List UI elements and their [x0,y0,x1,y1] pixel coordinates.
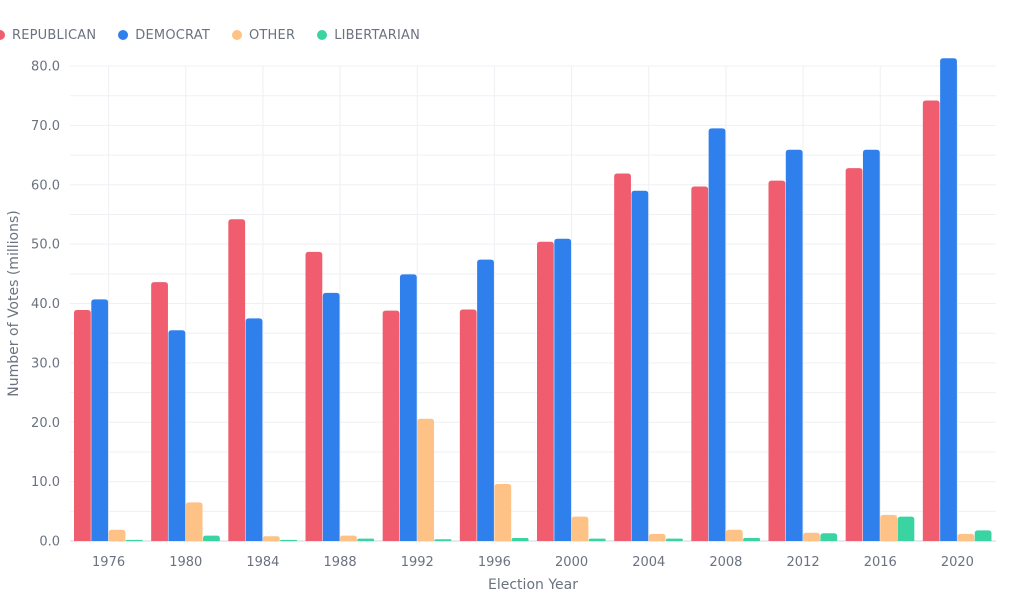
x-tick-label: 1988 [324,555,357,570]
legend-item-republican[interactable]: REPUBLICAN [0,28,96,43]
bar-democrat-2004[interactable] [631,190,649,541]
bar-other-1980[interactable] [185,502,203,541]
bar-libertarian-2000[interactable] [588,538,606,541]
x-tick-label: 2000 [555,555,588,570]
x-axis-ticks: 1976 1980 1984 1988 1992 1996 2000 2004 2008 2012… [92,555,974,570]
bar-democrat-2016[interactable] [862,149,880,541]
bar-republican-2016[interactable] [845,168,863,541]
bar-libertarian-1984[interactable] [280,539,297,541]
bar-democrat-1984[interactable] [245,318,263,541]
bar-republican-2004[interactable] [614,173,631,541]
x-tick-label: 2020 [941,555,974,570]
x-axis-title: Election Year [488,577,578,593]
x-tick-label: 1984 [246,555,279,570]
bar-libertarian-2008[interactable] [743,538,760,541]
y-tick-label: 10.0 [31,475,60,490]
legend-swatch [231,30,242,40]
bar-libertarian-1996[interactable] [511,538,529,541]
y-tick-label: 50.0 [31,238,60,253]
bar-other-2016[interactable] [880,514,898,541]
x-tick-label: 2016 [864,555,897,570]
y-tick-label: 80.0 [31,60,60,75]
bar-other-1988[interactable] [340,535,357,541]
bar-republican-1980[interactable] [151,282,168,541]
bar-other-1996[interactable] [494,484,512,541]
chart-legend: REPUBLICAN DEMOCRAT OTHER LIBERTARIAN [0,26,442,44]
y-tick-label: 40.0 [31,297,60,312]
legend-swatch [0,30,5,40]
grid-lines [70,65,996,542]
bar-other-1976[interactable] [108,529,126,541]
bar-democrat-1992[interactable] [399,274,417,541]
bar-democrat-1980[interactable] [168,330,186,541]
legend-label: OTHER [248,27,296,43]
legend-item-democrat[interactable]: DEMOCRAT [118,28,210,43]
bar-democrat-2000[interactable] [554,238,572,541]
y-axis-ticks: 0.0 10.0 20.0 30.0 40.0 50.0 60.0 70.0 80.0 [31,60,60,550]
bar-republican-1988[interactable] [305,251,323,541]
legend-swatch [118,30,129,40]
legend-label: REPUBLICAN [12,27,97,43]
bar-democrat-2012[interactable] [785,149,803,541]
bar-democrat-2008[interactable] [708,128,726,541]
y-tick-label: 0.0 [39,535,60,550]
bar-libertarian-1980[interactable] [203,535,220,541]
bar-libertarian-1992[interactable] [434,539,452,541]
bar-republican-1992[interactable] [382,310,400,541]
legend-item-libertarian[interactable]: LIBERTARIAN [317,28,420,43]
bar-democrat-1996[interactable] [477,259,494,541]
bar-republican-2000[interactable] [537,241,554,541]
y-axis-title: Number of Votes (millions) [6,210,22,396]
bar-libertarian-2004[interactable] [666,538,683,541]
y-tick-label: 20.0 [31,416,60,431]
bar-republican-2008[interactable] [691,186,709,541]
bar-libertarian-1988[interactable] [357,538,375,541]
bars [74,58,992,541]
bar-libertarian-2012[interactable] [820,533,838,541]
bar-libertarian-2016[interactable] [897,516,915,541]
legend-label: LIBERTARIAN [334,27,420,43]
bar-other-2000[interactable] [571,516,589,541]
legend-label: DEMOCRAT [135,27,210,43]
legend-item-other[interactable]: OTHER [231,27,296,43]
y-tick-label: 70.0 [31,119,60,134]
bar-democrat-1976[interactable] [91,299,109,541]
bar-libertarian-1976[interactable] [125,539,143,541]
bar-other-2004[interactable] [648,533,666,541]
bar-republican-2012[interactable] [768,180,786,541]
x-tick-label: 2012 [787,555,820,570]
x-tick-label: 1976 [92,555,125,570]
x-tick-label: 1996 [478,555,511,570]
y-tick-label: 60.0 [31,178,60,193]
bar-other-2008[interactable] [725,529,743,541]
bar-other-2012[interactable] [803,532,820,541]
bar-republican-2020[interactable] [922,100,940,541]
y-tick-label: 30.0 [31,356,60,371]
bar-libertarian-2020[interactable] [974,530,992,541]
x-tick-label: 1992 [401,555,434,570]
bar-republican-1996[interactable] [459,309,477,541]
bar-other-1992[interactable] [417,418,435,541]
x-tick-label: 2004 [632,555,665,570]
bar-republican-1984[interactable] [228,219,246,541]
legend-swatch [317,30,328,40]
bar-other-1984[interactable] [262,536,280,541]
x-tick-label: 1980 [169,555,202,570]
bar-other-2020[interactable] [957,533,975,541]
bar-democrat-2020[interactable] [940,58,957,541]
bar-republican-1976[interactable] [74,310,91,541]
bar-democrat-1988[interactable] [322,292,340,541]
x-tick-label: 2008 [709,555,742,570]
